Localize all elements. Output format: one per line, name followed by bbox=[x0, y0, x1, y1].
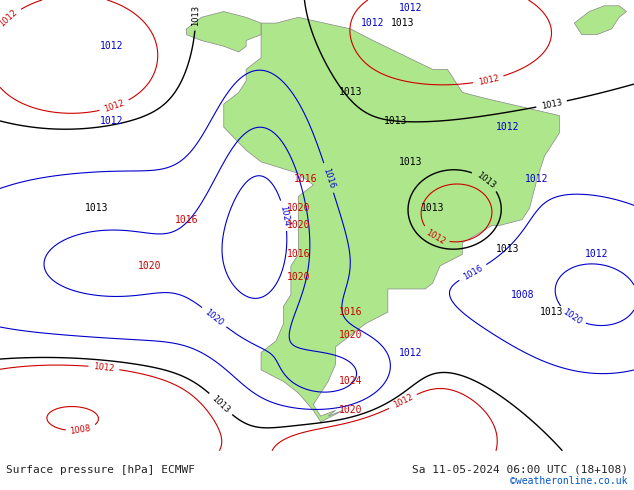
Text: 1012: 1012 bbox=[0, 8, 19, 29]
Text: 1012: 1012 bbox=[391, 392, 414, 410]
Text: 1020: 1020 bbox=[203, 307, 225, 327]
Text: 1024: 1024 bbox=[278, 204, 291, 227]
Text: 1020: 1020 bbox=[339, 330, 362, 340]
Text: 1012: 1012 bbox=[399, 3, 422, 13]
Text: 1012: 1012 bbox=[424, 227, 447, 246]
Text: 1024: 1024 bbox=[339, 376, 362, 387]
Text: 1013: 1013 bbox=[210, 393, 231, 415]
Text: 1013: 1013 bbox=[191, 4, 200, 25]
Text: 1016: 1016 bbox=[339, 307, 362, 317]
Text: 1013: 1013 bbox=[399, 157, 422, 167]
Text: 1016: 1016 bbox=[294, 174, 318, 184]
Text: 1020: 1020 bbox=[138, 261, 161, 271]
Text: 1016: 1016 bbox=[287, 249, 310, 259]
Text: ©weatheronline.co.uk: ©weatheronline.co.uk bbox=[510, 476, 628, 486]
Text: Sa 11-05-2024 06:00 UTC (18+108): Sa 11-05-2024 06:00 UTC (18+108) bbox=[411, 465, 628, 474]
Text: 1012: 1012 bbox=[100, 41, 124, 51]
Text: 1013: 1013 bbox=[495, 244, 519, 253]
Text: 1016: 1016 bbox=[175, 215, 198, 224]
Text: 1016: 1016 bbox=[462, 264, 484, 282]
Polygon shape bbox=[574, 6, 626, 35]
Text: 1013: 1013 bbox=[421, 203, 444, 213]
Text: 1012: 1012 bbox=[399, 347, 422, 358]
Text: 1020: 1020 bbox=[339, 405, 362, 416]
Text: 1012: 1012 bbox=[477, 73, 500, 87]
Text: 1016: 1016 bbox=[321, 167, 336, 189]
Text: 1012: 1012 bbox=[585, 249, 609, 259]
Text: 1013: 1013 bbox=[540, 307, 564, 317]
Text: 1008: 1008 bbox=[510, 290, 534, 300]
Text: 1013: 1013 bbox=[384, 116, 407, 126]
Text: 1020: 1020 bbox=[560, 307, 583, 326]
Text: 1013: 1013 bbox=[339, 88, 362, 98]
Text: 1012: 1012 bbox=[526, 174, 549, 184]
Polygon shape bbox=[224, 17, 559, 422]
Polygon shape bbox=[186, 12, 261, 52]
Text: 1012: 1012 bbox=[93, 362, 115, 373]
Text: Surface pressure [hPa] ECMWF: Surface pressure [hPa] ECMWF bbox=[6, 465, 195, 474]
Text: 1012: 1012 bbox=[361, 18, 385, 28]
Text: 1012: 1012 bbox=[103, 98, 126, 114]
Text: 1020: 1020 bbox=[287, 272, 310, 282]
Text: 1020: 1020 bbox=[287, 203, 310, 213]
Text: 1012: 1012 bbox=[495, 122, 519, 132]
Text: 1013: 1013 bbox=[474, 170, 496, 190]
Text: 1013: 1013 bbox=[540, 98, 563, 111]
Text: 1013: 1013 bbox=[85, 203, 108, 213]
Text: 1020: 1020 bbox=[287, 220, 310, 230]
Text: 1012: 1012 bbox=[100, 116, 124, 126]
Text: 1008: 1008 bbox=[70, 424, 92, 436]
Text: 1013: 1013 bbox=[391, 18, 415, 28]
